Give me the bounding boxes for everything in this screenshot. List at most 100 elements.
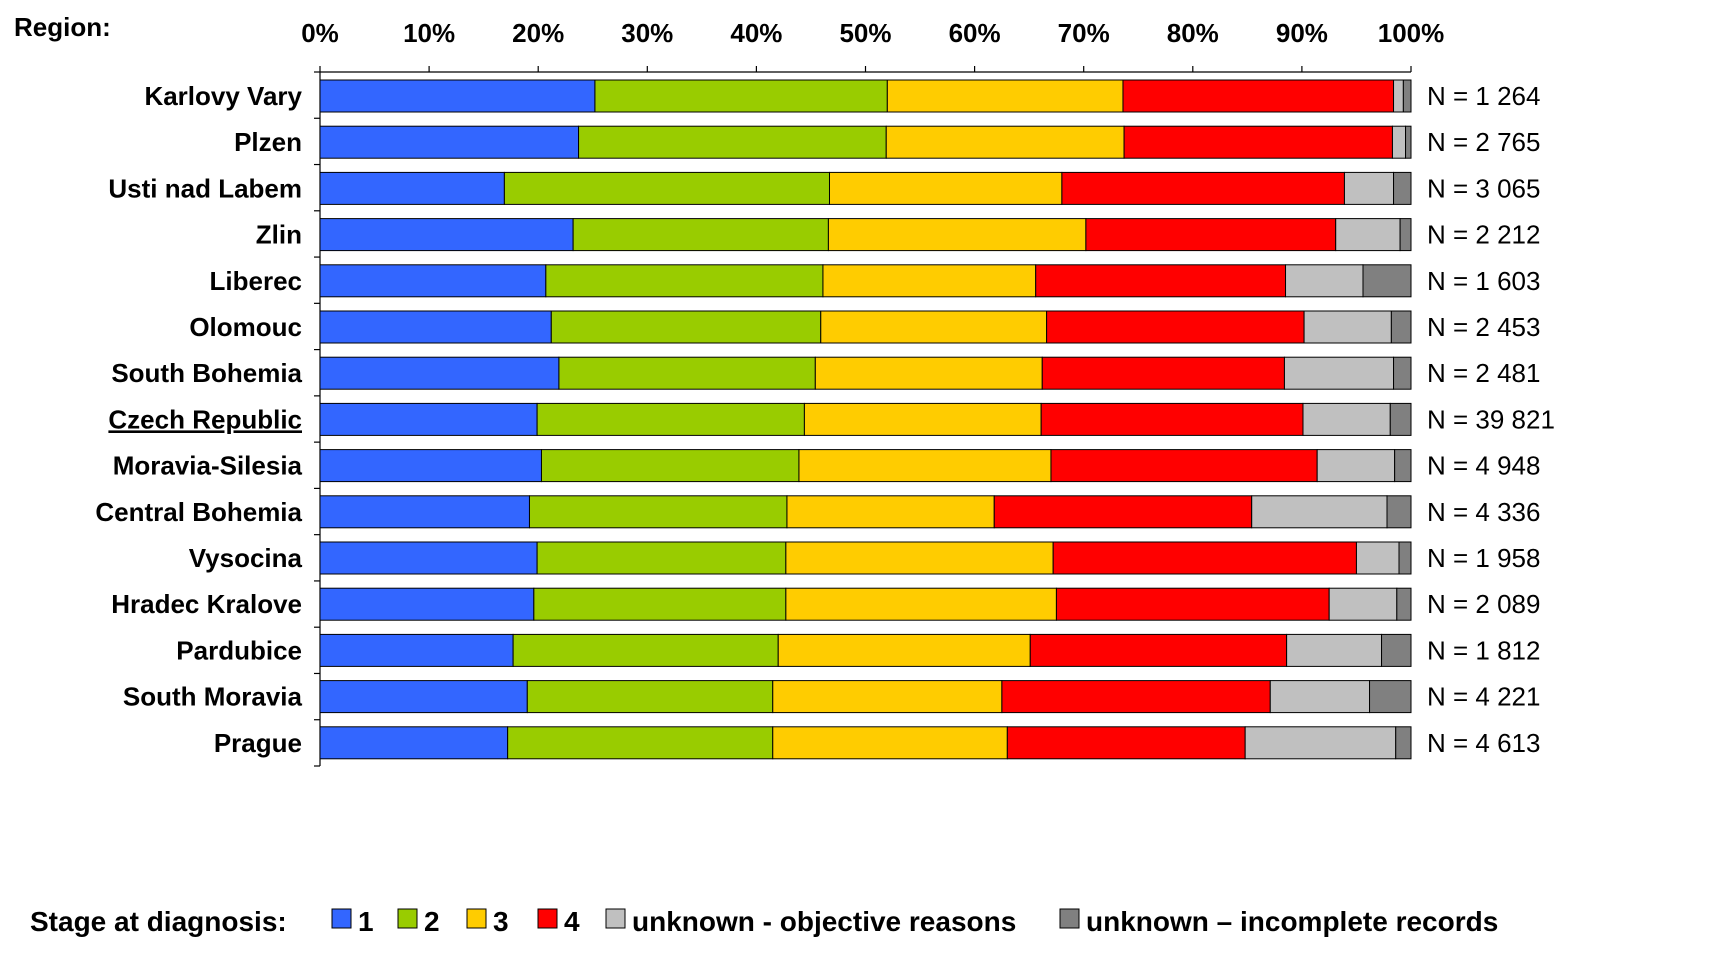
- bar-segment: [1402, 79, 1412, 113]
- category-label: Plzen: [234, 127, 302, 157]
- legend-entry-label: unknown – incomplete records: [1086, 906, 1498, 937]
- bars-group: [319, 79, 1412, 760]
- bar-segment: [1046, 310, 1305, 344]
- bar-segment: [319, 171, 505, 205]
- category-label: Olomouc: [189, 312, 302, 342]
- bar-segment: [319, 125, 580, 159]
- legend-entry-label: 1: [358, 906, 374, 937]
- n-label: N = 1 264: [1427, 81, 1540, 111]
- x-tick-label: 60%: [949, 18, 1001, 48]
- legend-entry-label: unknown - objective reasons: [632, 906, 1016, 937]
- bar-segment: [785, 587, 1057, 621]
- n-labels: N = 1 264 N = 2 765 N = 3 065 N = 2 212 N = …: [1427, 81, 1555, 758]
- bar-segment: [786, 495, 995, 529]
- category-label: Pardubice: [176, 635, 302, 665]
- bar-segment: [803, 402, 1042, 436]
- legend-entry-label: 3: [493, 906, 509, 937]
- category-label: Zlin: [256, 220, 302, 250]
- bar-segment: [512, 633, 779, 667]
- n-label: N = 1 812: [1427, 635, 1540, 665]
- x-tick-label: 40%: [730, 18, 782, 48]
- x-tick-label: 30%: [621, 18, 673, 48]
- legend-swatch: [397, 908, 418, 929]
- x-tick-label: 0%: [301, 18, 339, 48]
- bar-segment: [1251, 495, 1388, 529]
- bar-segment: [1393, 356, 1412, 390]
- bar-segment: [777, 633, 1031, 667]
- bar-segment: [1316, 449, 1396, 483]
- x-tick-label: 70%: [1058, 18, 1110, 48]
- bar-segment: [1286, 633, 1383, 667]
- bar-segment: [886, 79, 1124, 113]
- bar-segment: [1122, 79, 1395, 113]
- legend-entry-label: 4: [564, 906, 580, 937]
- bar-segment: [1303, 310, 1392, 344]
- category-label: Prague: [214, 728, 302, 758]
- bar-segment: [1393, 79, 1404, 113]
- bar-segment: [558, 356, 816, 390]
- bar-segment: [319, 495, 530, 529]
- bar-segment: [1123, 125, 1393, 159]
- region-axis-title: Region:: [14, 12, 111, 42]
- bar-segment: [1055, 587, 1330, 621]
- bar-segment: [319, 541, 538, 575]
- bar-segment: [1355, 541, 1400, 575]
- bar-segment: [1006, 726, 1246, 760]
- bar-segment: [1050, 449, 1318, 483]
- n-label: N = 4 613: [1427, 728, 1540, 758]
- category-label: Czech Republic: [108, 404, 302, 434]
- bar-segment: [993, 495, 1253, 529]
- bar-segment: [1369, 680, 1412, 714]
- category-label: Karlovy Vary: [144, 81, 302, 111]
- n-label: N = 4 221: [1427, 682, 1540, 712]
- legend-entry-label: 2: [424, 906, 440, 937]
- x-tick-label: 80%: [1167, 18, 1219, 48]
- bar-segment: [814, 356, 1043, 390]
- bar-segment: [1335, 218, 1401, 252]
- bar-segment: [319, 726, 509, 760]
- x-tick-label: 20%: [512, 18, 564, 48]
- bar-segment: [1395, 726, 1412, 760]
- bar-segment: [319, 587, 535, 621]
- bar-segment: [1399, 218, 1412, 252]
- bar-segment: [1001, 680, 1271, 714]
- bar-segment: [1029, 633, 1288, 667]
- bar-segment: [1302, 402, 1391, 436]
- n-label: N = 2 481: [1427, 358, 1540, 388]
- bar-segment: [1391, 125, 1407, 159]
- bar-segment: [319, 402, 538, 436]
- n-label: N = 1 603: [1427, 266, 1540, 296]
- n-label: N = 2 765: [1427, 127, 1540, 157]
- bar-segment: [550, 310, 822, 344]
- bar-segment: [536, 541, 787, 575]
- x-tick-label: 10%: [403, 18, 455, 48]
- bar-segment: [1052, 541, 1357, 575]
- n-label: N = 39 821: [1427, 404, 1555, 434]
- n-label: N = 4 948: [1427, 451, 1540, 481]
- bar-segment: [528, 495, 788, 529]
- bar-segment: [1244, 726, 1397, 760]
- category-label: South Moravia: [123, 682, 303, 712]
- bar-segment: [1390, 310, 1412, 344]
- bar-segment: [820, 310, 1048, 344]
- bar-segment: [822, 264, 1037, 298]
- bar-segment: [1041, 356, 1285, 390]
- bar-segment: [319, 218, 574, 252]
- bar-segment: [827, 218, 1087, 252]
- n-label: N = 2 089: [1427, 589, 1540, 619]
- bar-segment: [545, 264, 824, 298]
- bar-segment: [594, 79, 888, 113]
- bar-segment: [319, 356, 560, 390]
- n-label: N = 2 453: [1427, 312, 1540, 342]
- n-label: N = 3 065: [1427, 173, 1540, 203]
- bar-segment: [572, 218, 829, 252]
- bar-segment: [1389, 402, 1412, 436]
- category-label: Vysocina: [189, 543, 303, 573]
- n-label: N = 2 212: [1427, 220, 1540, 250]
- bar-segment: [1343, 171, 1395, 205]
- legend-swatch: [331, 908, 352, 929]
- x-tick-label: 50%: [839, 18, 891, 48]
- bar-segment: [1040, 402, 1304, 436]
- x-tick-label: 100%: [1378, 18, 1445, 48]
